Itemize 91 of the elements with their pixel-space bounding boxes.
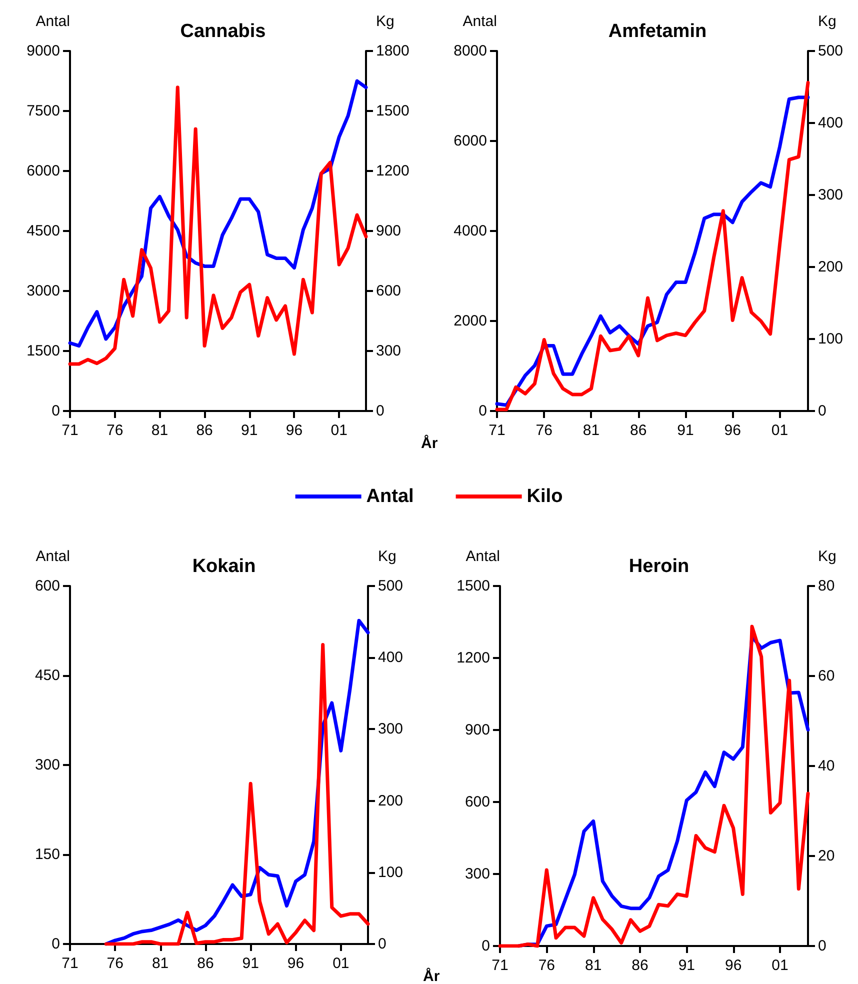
y2-tick-label: 200 [378, 792, 404, 810]
x-tick-label: 91 [678, 957, 696, 974]
y2-tick-label: 40 [818, 758, 835, 774]
x-tick-label: 71 [62, 422, 78, 439]
y2-tick-label: 300 [376, 342, 402, 360]
y-tick-label: 4500 [26, 222, 60, 240]
x-tick-label: 86 [196, 422, 213, 439]
y2-tick-label: 0 [818, 402, 826, 420]
y-tick-label: 0 [52, 402, 60, 420]
y-tick-label: 600 [34, 578, 60, 594]
y2-tick-label: 60 [818, 668, 835, 684]
y2-axis-title: Kg [818, 13, 836, 30]
y-tick-label: 0 [482, 938, 490, 954]
x-tick-label: 01 [771, 422, 788, 439]
x-tick-label: 71 [62, 955, 78, 972]
x-tick-label: 86 [197, 955, 214, 972]
x-axis-title: År [421, 434, 438, 452]
x-tick-label: 81 [584, 957, 602, 974]
y-tick-label: 7500 [26, 102, 60, 120]
y-axis-title: Antal [36, 13, 70, 30]
x-axis-title: År [423, 967, 440, 984]
x-tick-label: 91 [677, 422, 694, 439]
y-tick-label: 1200 [456, 650, 490, 666]
y2-tick-label: 0 [818, 938, 826, 954]
x-tick-label: 96 [724, 422, 741, 439]
y-axis-title: Antal [466, 548, 500, 565]
x-tick-label: 91 [242, 955, 259, 972]
y-tick-label: 3000 [26, 282, 60, 300]
y2-tick-label: 100 [818, 330, 844, 348]
y2-axis-title: Kg [818, 548, 836, 565]
y-tick-label: 150 [34, 846, 60, 863]
y-tick-label: 4000 [454, 222, 487, 240]
y-tick-label: 6000 [454, 132, 487, 150]
y2-tick-label: 20 [818, 848, 835, 864]
y2-tick-label: 100 [378, 864, 404, 881]
y-axis-title: Antal [462, 13, 497, 30]
y2-tick-label: 1500 [376, 102, 410, 120]
y2-axis-title: Kg [378, 548, 396, 565]
y-tick-label: 8000 [454, 42, 487, 60]
y-tick-label: 0 [478, 402, 487, 420]
x-tick-label: 86 [630, 422, 647, 439]
x-tick-label: 01 [330, 422, 348, 439]
y-tick-label: 1500 [26, 342, 60, 360]
y2-tick-label: 200 [818, 258, 844, 276]
x-tick-label: 81 [152, 955, 169, 972]
x-tick-label: 76 [536, 422, 552, 439]
x-tick-label: 01 [772, 957, 788, 974]
x-tick-label: 71 [488, 422, 506, 439]
legend-label: Kilo [526, 486, 563, 507]
y2-tick-label: 500 [378, 578, 404, 594]
y-axis-title: Antal [36, 548, 70, 565]
y-tick-label: 1500 [456, 578, 490, 594]
y-tick-label: 450 [34, 667, 60, 684]
y-tick-label: 300 [34, 756, 60, 774]
y2-tick-label: 0 [376, 402, 384, 420]
y2-tick-label: 500 [818, 42, 844, 60]
x-tick-label: 76 [106, 422, 124, 439]
y2-tick-label: 1800 [376, 42, 410, 60]
y2-tick-label: 300 [378, 720, 404, 738]
legend-label: Antal [366, 486, 414, 507]
x-tick-label: 76 [106, 955, 124, 972]
y2-tick-label: 1200 [376, 162, 410, 180]
y2-tick-label: 600 [376, 282, 402, 300]
x-tick-label: 76 [538, 957, 556, 974]
y2-tick-label: 400 [818, 114, 844, 132]
chart-title: Amfetamin [608, 21, 707, 42]
x-tick-label: 01 [332, 955, 350, 972]
x-tick-label: 81 [582, 422, 600, 439]
y-tick-label: 300 [464, 866, 490, 882]
y2-tick-label: 900 [376, 222, 402, 240]
y-tick-label: 6000 [26, 162, 60, 180]
y-tick-label: 600 [464, 794, 490, 810]
chart-title: Heroin [628, 556, 690, 577]
y2-tick-label: 0 [378, 936, 386, 952]
y-tick-label: 0 [52, 936, 60, 952]
y2-tick-label: 80 [818, 578, 835, 594]
y-tick-label: 9000 [26, 42, 60, 60]
x-tick-label: 91 [241, 422, 258, 439]
x-tick-label: 71 [492, 957, 508, 974]
x-tick-label: 96 [287, 955, 304, 972]
y2-tick-label: 400 [378, 649, 404, 666]
x-tick-label: 86 [632, 957, 648, 974]
chart-title: Cannabis [180, 21, 266, 42]
x-tick-label: 96 [286, 422, 303, 439]
y2-tick-label: 300 [818, 186, 844, 204]
x-tick-label: 81 [151, 422, 168, 439]
y2-axis-title: Kg [376, 13, 394, 30]
y-tick-label: 2000 [454, 312, 487, 330]
x-tick-label: 96 [724, 957, 742, 974]
y-tick-label: 900 [464, 722, 490, 738]
chart-title: Kokain [192, 556, 256, 577]
